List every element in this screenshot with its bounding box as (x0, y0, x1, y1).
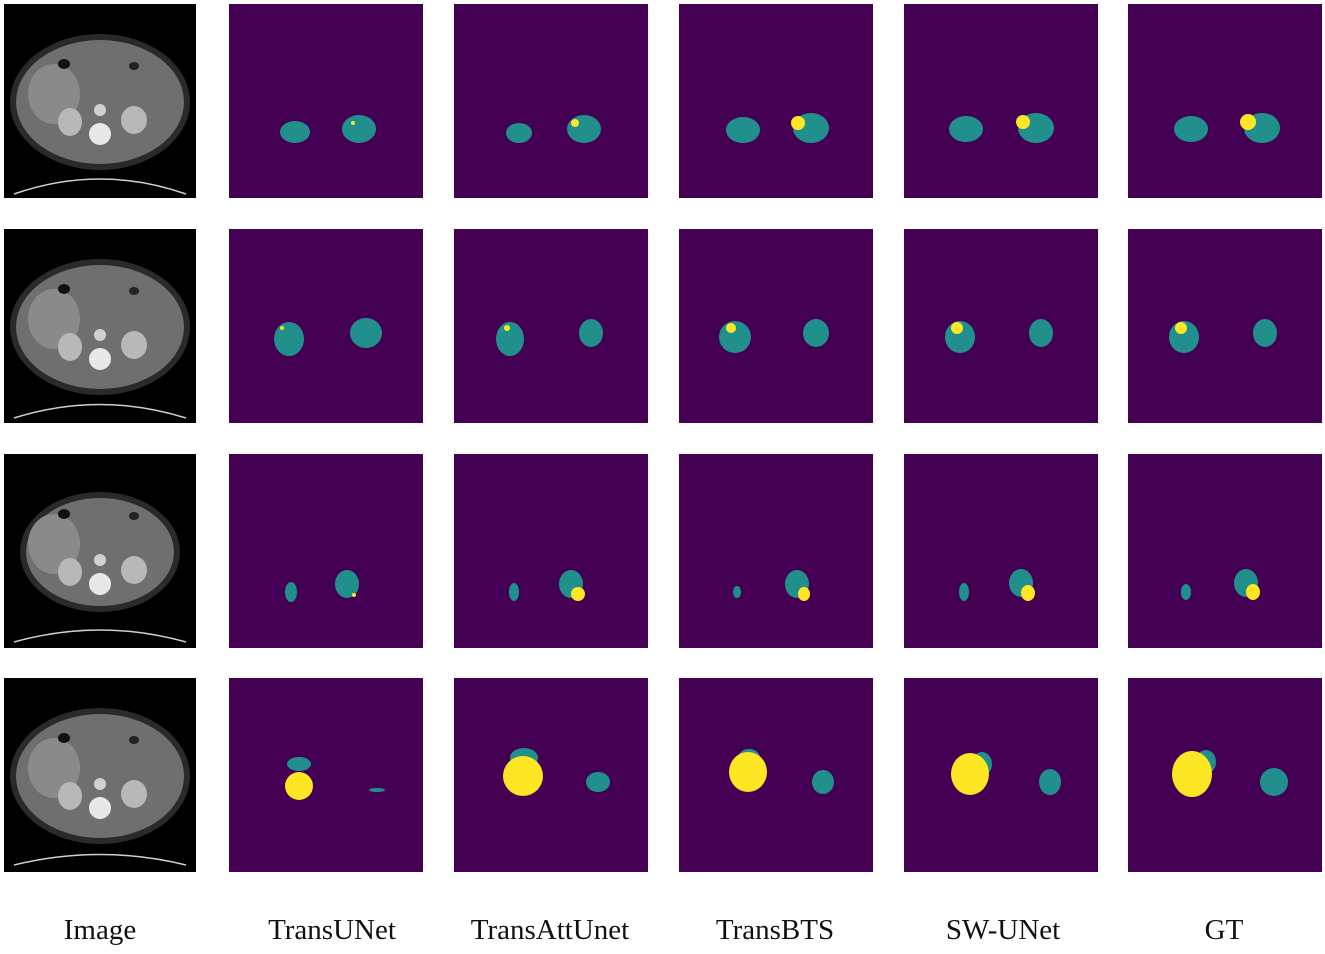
mask-transbts-row-2 (679, 229, 873, 423)
mask-transbts-row-4 (679, 678, 873, 872)
mask-transunet-row-3 (229, 454, 423, 648)
mask-sw-unet-row-3 (904, 454, 1098, 648)
mask-transunet-row-4 (229, 678, 423, 872)
mask-gt-row-4 (1128, 678, 1322, 872)
label-transbts: TransBTS (715, 914, 835, 946)
mask-transunet-row-1 (229, 4, 423, 198)
ct-image-row-2 (4, 229, 196, 423)
mask-transattunet-row-3 (454, 454, 648, 648)
mask-transattunet-row-2 (454, 229, 648, 423)
label-gt: GT (1204, 914, 1244, 946)
mask-transunet-row-2 (229, 229, 423, 423)
ct-image-row-1 (4, 4, 196, 198)
mask-sw-unet-row-2 (904, 229, 1098, 423)
mask-sw-unet-row-1 (904, 4, 1098, 198)
mask-gt-row-3 (1128, 454, 1322, 648)
mask-sw-unet-row-4 (904, 678, 1098, 872)
ct-image-row-4 (4, 678, 196, 872)
ct-image-row-3 (4, 454, 196, 648)
label-image: Image (63, 914, 137, 946)
label-transattunet: TransAttUnet (470, 914, 630, 946)
label-transunet: TransUNet (268, 914, 396, 946)
mask-gt-row-1 (1128, 4, 1322, 198)
label-sw-unet: SW-UNet (945, 914, 1061, 946)
mask-gt-row-2 (1128, 229, 1322, 423)
mask-transattunet-row-4 (454, 678, 648, 872)
mask-transbts-row-1 (679, 4, 873, 198)
mask-transbts-row-3 (679, 454, 873, 648)
mask-transattunet-row-1 (454, 4, 648, 198)
